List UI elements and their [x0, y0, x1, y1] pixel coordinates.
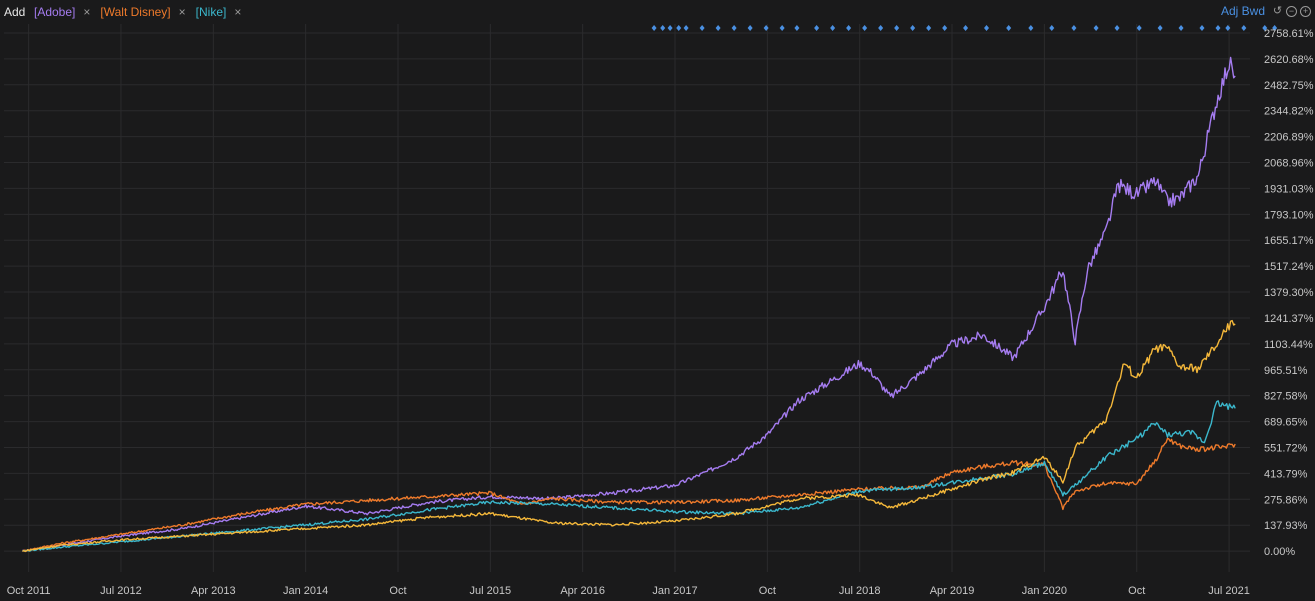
event-marker	[984, 25, 990, 31]
event-marker	[1157, 25, 1163, 31]
x-tick-label: Jan 2020	[1022, 585, 1067, 597]
event-marker	[731, 25, 737, 31]
series-tag-label: [Nike]	[195, 5, 227, 19]
x-tick-label: Apr 2013	[191, 585, 236, 597]
event-marker	[667, 25, 673, 31]
y-tick-label: 1655.17%	[1264, 235, 1314, 247]
series-line-adobe	[22, 56, 1236, 553]
series-tag-label: [Adobe]	[34, 5, 76, 19]
x-tick-label: Jul 2021	[1208, 585, 1250, 597]
y-tick-label: 1517.24%	[1264, 261, 1314, 273]
event-marker	[1114, 25, 1120, 31]
event-marker	[1136, 25, 1142, 31]
event-marker	[1215, 25, 1221, 31]
y-axis-labels: 0.00% 137.93% 275.86% 413.79% 551.72% 689.65%…	[1264, 28, 1314, 558]
x-tick-label: Apr 2016	[560, 585, 605, 597]
y-tick-label: 827.58%	[1264, 391, 1308, 403]
event-marker	[1093, 25, 1099, 31]
x-tick-label: Jul 2012	[100, 585, 142, 597]
event-marker	[1006, 25, 1012, 31]
event-marker	[699, 25, 705, 31]
x-tick-label: Oct	[389, 585, 406, 597]
event-marker	[715, 25, 721, 31]
x-axis-labels: Oct 2011 Jul 2012 Apr 2013 Jan 2014 Oct Jul 2…	[7, 585, 1250, 597]
series-tag-list: [Adobe] × [Walt Disney] × [Nike] ×	[34, 5, 251, 19]
event-marker	[1241, 25, 1247, 31]
series-line-nike	[22, 400, 1236, 552]
y-tick-label: 2344.82%	[1264, 106, 1314, 118]
event-marker	[830, 25, 836, 31]
event-marker	[683, 25, 689, 31]
adjust-backward-toggle[interactable]: Adj Bwd	[1220, 4, 1265, 18]
event-marker	[651, 25, 657, 31]
top-toolbar: Add [Adobe] × [Walt Disney] × [Nike] × A…	[0, 0, 1315, 24]
zoom-in-icon[interactable]: +	[1300, 5, 1311, 17]
event-marker	[1199, 25, 1205, 31]
y-tick-label: 2068.96%	[1264, 158, 1314, 170]
event-marker	[794, 25, 800, 31]
x-tick-label: Jan 2017	[652, 585, 697, 597]
event-marker	[676, 25, 682, 31]
add-series-button[interactable]: Add	[4, 5, 26, 19]
x-tick-label: Apr 2019	[930, 585, 975, 597]
x-tick-label: Jan 2014	[283, 585, 328, 597]
y-tick-label: 2758.61%	[1264, 28, 1314, 40]
chart-grid	[4, 24, 1250, 572]
series-lines	[21, 56, 1236, 553]
event-marker	[942, 25, 948, 31]
y-tick-label: 1103.44%	[1264, 339, 1313, 351]
x-tick-label: Oct	[1128, 585, 1145, 597]
event-marker	[894, 25, 900, 31]
event-marker	[910, 25, 916, 31]
close-icon[interactable]: ×	[83, 5, 91, 19]
y-tick-label: 1793.10%	[1264, 209, 1314, 221]
event-marker	[1049, 25, 1055, 31]
event-marker	[1262, 25, 1268, 31]
y-tick-label: 0.00%	[1264, 546, 1295, 558]
event-marker	[763, 25, 769, 31]
x-tick-label: Jul 2018	[839, 585, 881, 597]
event-marker	[1178, 25, 1184, 31]
reset-icon[interactable]: ↺	[1272, 4, 1283, 17]
close-icon[interactable]: ×	[178, 5, 186, 19]
event-markers	[651, 25, 1278, 31]
y-tick-label: 2206.89%	[1264, 132, 1314, 144]
series-line-fourth	[22, 319, 1236, 553]
y-tick-label: 1379.30%	[1264, 287, 1314, 299]
y-tick-label: 275.86%	[1264, 494, 1308, 506]
zoom-out-icon[interactable]: −	[1286, 5, 1297, 17]
event-marker	[846, 25, 852, 31]
y-tick-label: 965.51%	[1264, 365, 1308, 377]
y-tick-label: 689.65%	[1264, 417, 1308, 429]
y-tick-label: 1241.37%	[1264, 313, 1314, 325]
y-tick-label: 1931.03%	[1264, 183, 1314, 195]
y-tick-label: 137.93%	[1264, 520, 1308, 532]
close-icon[interactable]: ×	[234, 5, 242, 19]
series-tag-label: [Walt Disney]	[100, 5, 171, 19]
chart-tools: Adj Bwd ↺ − +	[1221, 4, 1311, 18]
y-tick-label: 2620.68%	[1264, 54, 1314, 66]
event-marker	[814, 25, 820, 31]
event-marker	[1071, 25, 1077, 31]
event-marker	[747, 25, 753, 31]
event-marker	[779, 25, 785, 31]
event-marker	[1272, 25, 1278, 31]
y-tick-label: 2482.75%	[1264, 80, 1314, 92]
x-tick-label: Oct 2011	[7, 585, 51, 597]
event-marker	[878, 25, 884, 31]
x-tick-label: Jul 2015	[470, 585, 512, 597]
y-tick-label: 413.79%	[1264, 468, 1308, 480]
event-marker	[1028, 25, 1034, 31]
series-tag-walt-disney[interactable]: [Walt Disney] ×	[100, 5, 185, 19]
x-tick-label: Oct	[759, 585, 776, 597]
series-tag-nike[interactable]: [Nike] ×	[196, 5, 242, 19]
event-marker	[862, 25, 868, 31]
series-tag-adobe[interactable]: [Adobe] ×	[34, 5, 90, 19]
event-marker	[1225, 25, 1231, 31]
event-marker	[926, 25, 932, 31]
event-marker	[660, 25, 666, 31]
event-marker	[963, 25, 969, 31]
y-tick-label: 551.72%	[1264, 442, 1308, 454]
